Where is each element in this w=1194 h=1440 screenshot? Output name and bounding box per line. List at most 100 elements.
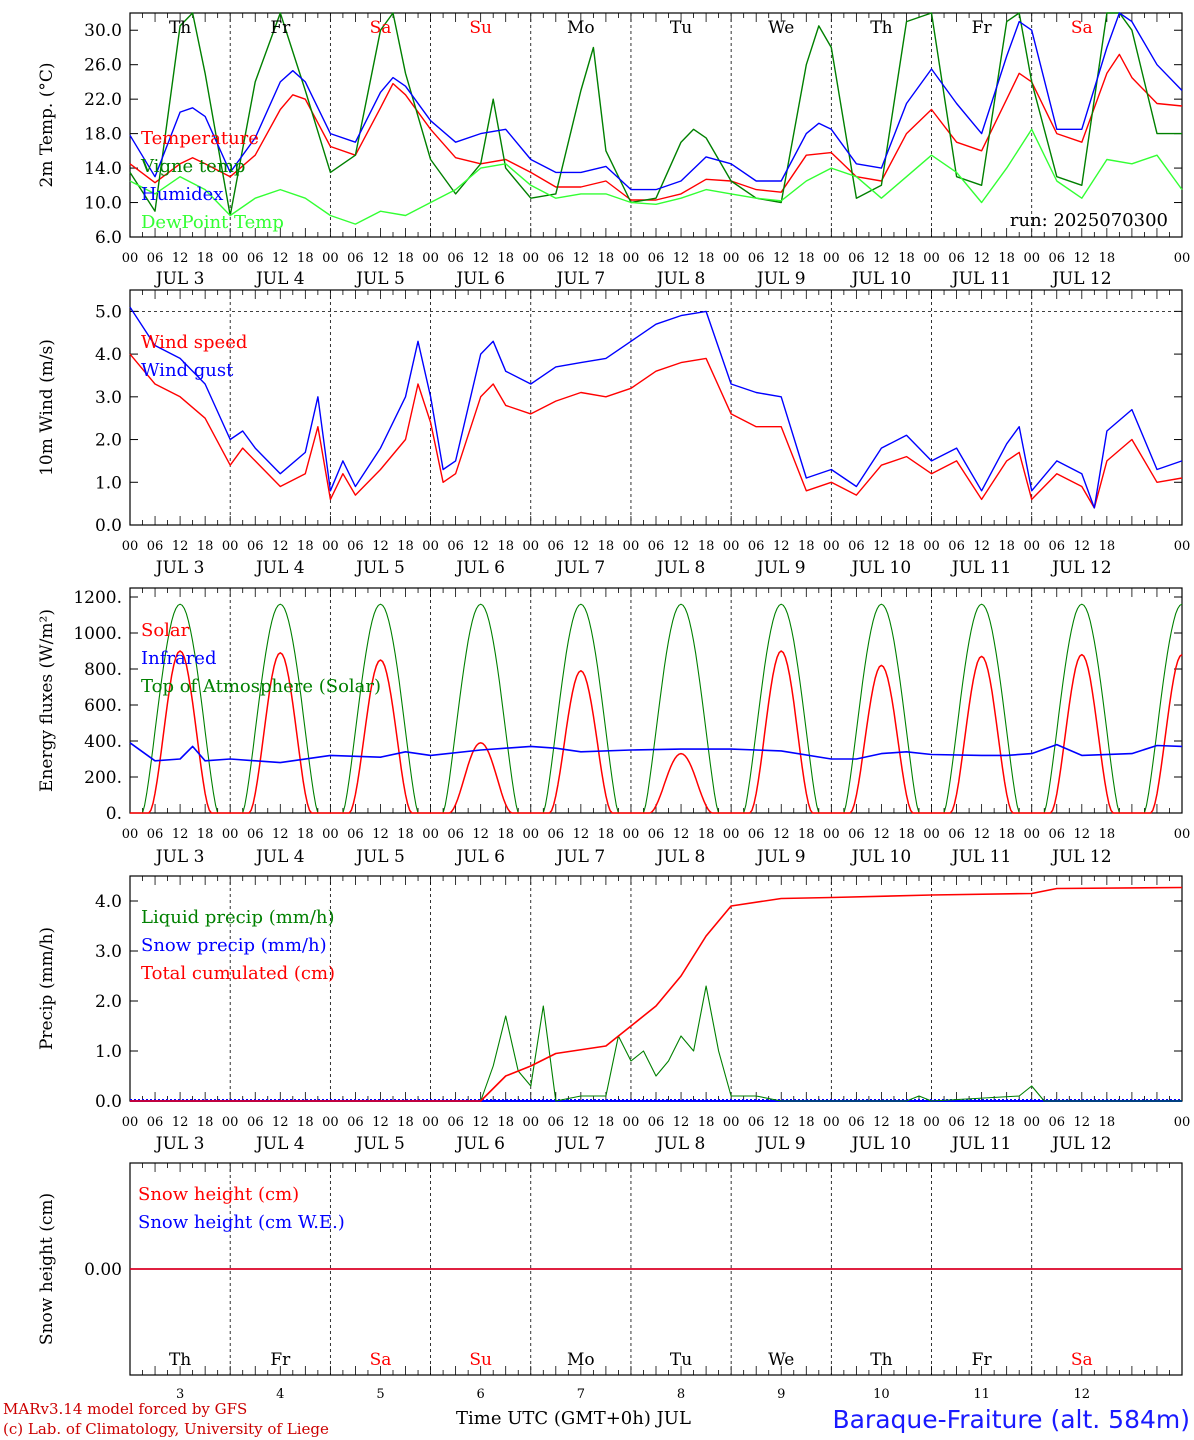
- legend-entry: Liquid precip (mm/h): [141, 907, 335, 928]
- hour-tick-label: 06: [548, 1115, 565, 1130]
- y-tick-label: 400.: [84, 732, 122, 752]
- hour-tick-label: 00: [322, 1115, 339, 1130]
- legend-entry: Solar: [141, 620, 190, 641]
- legend-entry: Wind gust: [141, 360, 234, 381]
- hour-tick-label: 18: [698, 539, 715, 554]
- hour-tick-label: 12: [172, 827, 189, 842]
- date-label: JUL 12: [1050, 847, 1111, 867]
- hour-tick-label: 06: [948, 827, 965, 842]
- hour-tick-label: 06: [948, 539, 965, 554]
- day-number-label: 5: [376, 1387, 384, 1402]
- date-label: JUL 3: [154, 558, 205, 578]
- date-label: JUL 7: [555, 847, 606, 867]
- hour-tick-label: 06: [648, 539, 665, 554]
- day-number-label: 10: [873, 1387, 890, 1402]
- hour-tick-label: 06: [848, 827, 865, 842]
- y-tick-label: 5.0: [95, 302, 122, 322]
- legend-entry: Temperature: [141, 128, 259, 149]
- hour-tick-label: 00: [1174, 251, 1191, 266]
- hour-tick-label: 00: [923, 251, 940, 266]
- hour-tick-label: 12: [372, 1115, 389, 1130]
- legend-entry: Top of Atmosphere (Solar): [141, 676, 381, 697]
- day-number-label: 11: [973, 1387, 990, 1402]
- hour-tick-label: 00: [1174, 827, 1191, 842]
- day-name-label: Th: [169, 1350, 191, 1370]
- date-label: JUL 5: [354, 847, 405, 867]
- y-tick-label: 200.: [84, 768, 122, 788]
- day-name-label: Tu: [670, 1350, 692, 1370]
- date-label: JUL 11: [950, 847, 1011, 867]
- hour-tick-label: 06: [347, 1115, 364, 1130]
- hour-tick-label: 18: [598, 1115, 615, 1130]
- panel-frame: [129, 289, 1183, 526]
- date-label: JUL 11: [950, 558, 1011, 578]
- hour-tick-label: 00: [122, 539, 139, 554]
- hour-tick-label: 18: [798, 251, 815, 266]
- y-tick-label: 1.0: [95, 1042, 122, 1062]
- hour-tick-label: 18: [998, 827, 1015, 842]
- hour-tick-label: 18: [297, 251, 314, 266]
- hour-tick-label: 06: [1048, 827, 1065, 842]
- panel-3: 0. 200. 400. 600. 800. 1000. 1200. Energy fluxe…: [37, 587, 1191, 867]
- hour-tick-label: 12: [272, 539, 289, 554]
- date-label: JUL 12: [1050, 558, 1111, 578]
- hour-tick-label: 00: [422, 1115, 439, 1130]
- hour-tick-label: 18: [898, 539, 915, 554]
- y-tick-label: 10.0: [84, 194, 122, 214]
- date-label: JUL 10: [850, 1134, 911, 1154]
- hour-tick-label: 00: [723, 539, 740, 554]
- hour-tick-label: 18: [598, 251, 615, 266]
- hour-tick-label: 00: [422, 827, 439, 842]
- day-name-label: Sa: [1071, 1350, 1093, 1370]
- hour-tick-label: 00: [923, 827, 940, 842]
- hour-tick-label: 00: [122, 1115, 139, 1130]
- hour-tick-label: 12: [172, 251, 189, 266]
- date-label: JUL 11: [950, 1134, 1011, 1154]
- hour-tick-label: 18: [698, 1115, 715, 1130]
- hour-tick-label: 00: [222, 251, 239, 266]
- hour-tick-label: 18: [1099, 1115, 1116, 1130]
- y-axis-title: Snow height (cm): [37, 1193, 57, 1345]
- hour-tick-label: 00: [823, 539, 840, 554]
- date-label: JUL 5: [354, 558, 405, 578]
- legend-entry: Infrared: [141, 648, 216, 669]
- hour-tick-label: 18: [998, 1115, 1015, 1130]
- series-line-toa-solar: [130, 603, 1183, 814]
- y-tick-label: 3.0: [95, 388, 122, 408]
- hour-tick-label: 18: [998, 539, 1015, 554]
- hour-tick-label: 12: [673, 1115, 690, 1130]
- day-number-label: 6: [477, 1387, 485, 1402]
- date-label: JUL 7: [555, 558, 606, 578]
- hour-tick-label: 18: [497, 251, 514, 266]
- hour-tick-label: 12: [673, 539, 690, 554]
- hour-tick-label: 00: [823, 251, 840, 266]
- panel-1: 6.0 10.0 14.0 18.0 22.0 26.0 30.0 2m Temp. (°C)…: [37, 12, 1191, 289]
- legend-entry: Total cumulated (cm): [141, 963, 335, 984]
- hour-tick-label: 18: [598, 827, 615, 842]
- hour-tick-label: 06: [347, 251, 364, 266]
- date-label: JUL 4: [254, 1134, 305, 1154]
- hour-tick-label: 18: [598, 539, 615, 554]
- site-title: Baraque-Fraiture (alt. 584m): [832, 1405, 1190, 1434]
- date-label: JUL 12: [1050, 1134, 1111, 1154]
- hour-tick-label: 12: [973, 1115, 990, 1130]
- day-name-label: Su: [469, 18, 492, 38]
- day-name-label: Fr: [972, 18, 993, 38]
- hour-tick-label: 12: [673, 251, 690, 266]
- day-name-label: Mo: [567, 1350, 595, 1370]
- hour-tick-label: 00: [923, 539, 940, 554]
- hour-tick-label: 06: [247, 539, 264, 554]
- model-credit: MARv3.14 model forced by GFS: [3, 1400, 247, 1418]
- hour-tick-label: 00: [222, 827, 239, 842]
- hour-tick-label: 06: [447, 1115, 464, 1130]
- y-tick-label: 4.0: [95, 345, 122, 365]
- legend-entry: Wind speed: [141, 332, 247, 353]
- day-name-label: Mo: [567, 18, 595, 38]
- hour-tick-label: 12: [172, 539, 189, 554]
- hour-tick-label: 18: [297, 1115, 314, 1130]
- day-name-label: Th: [169, 18, 191, 38]
- date-label: JUL 4: [254, 558, 305, 578]
- hour-tick-label: 00: [422, 539, 439, 554]
- hour-tick-label: 12: [472, 251, 489, 266]
- hour-tick-label: 12: [873, 1115, 890, 1130]
